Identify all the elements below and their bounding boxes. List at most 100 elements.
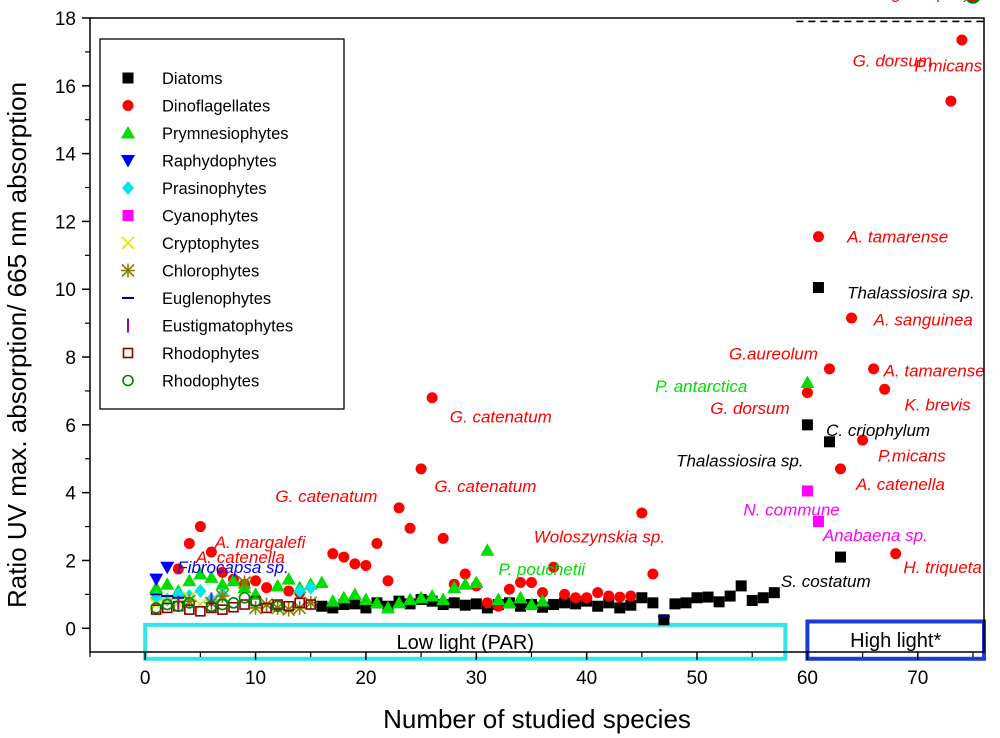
y-tick-label-0: 0 (65, 619, 76, 640)
data-point-7-7 (281, 602, 296, 617)
data-point-1-42 (812, 231, 824, 243)
data-point-1-49 (890, 548, 902, 560)
legend-marker-2 (121, 126, 135, 139)
data-point-10-7 (228, 601, 239, 613)
data-point-2-4 (193, 567, 208, 580)
annotation-17: Anabaena sp. (822, 526, 928, 545)
data-point-2-1 (160, 577, 175, 590)
data-point-1-0 (172, 563, 184, 575)
region-label-0: Low light (PAR) (397, 632, 534, 654)
legend-label-9: Eustigmatophytes (162, 318, 293, 336)
legend-marker-7 (121, 263, 135, 278)
legend-label-6: Cryptophytes (162, 235, 259, 253)
legend-label-0: Diatoms (162, 70, 223, 88)
data-point-0-21 (548, 599, 560, 611)
data-point-10-8 (239, 599, 250, 610)
x-tick-label-3: 30 (466, 668, 487, 689)
data-point-0-39 (746, 594, 758, 606)
data-point-0-18 (514, 600, 526, 612)
data-point-1-30 (537, 587, 549, 599)
data-point-0-22 (559, 597, 571, 609)
data-point-1-17 (393, 502, 405, 514)
data-point-0-41 (768, 587, 780, 599)
y-tick-label-1: 2 (65, 551, 76, 572)
region-box-0 (143, 622, 788, 661)
data-point-11-8 (249, 595, 262, 607)
data-point-0-32 (669, 598, 681, 610)
data-point-11-0 (150, 602, 163, 614)
legend-marker-4 (122, 181, 134, 195)
data-point-5-1 (812, 515, 824, 527)
annotation-20: G. catenatum (450, 407, 552, 426)
data-point-1-19 (415, 463, 427, 475)
data-point-0-29 (636, 592, 648, 604)
data-point-0-36 (713, 596, 725, 608)
legend-box (99, 38, 345, 410)
data-point-0-33 (680, 597, 692, 609)
data-point-0-4 (360, 602, 372, 614)
data-point-0-43 (812, 282, 824, 294)
annotation-27: P. pouchetii (498, 560, 586, 579)
legend-marker-0 (122, 72, 134, 84)
data-point-0-0 (316, 600, 328, 612)
annotation-13: P.micans (878, 446, 946, 465)
data-point-2-25 (436, 592, 451, 605)
data-point-10-3 (184, 604, 195, 615)
data-point-11-6 (227, 597, 240, 609)
data-point-0-40 (757, 592, 769, 604)
data-point-1-21 (437, 532, 449, 544)
y-tick-label-3: 6 (65, 416, 76, 437)
legend-marker-10 (122, 347, 134, 359)
data-point-1-50 (945, 95, 957, 107)
data-point-0-38 (735, 580, 747, 592)
annotation-5: Thalassiosira sp. (847, 284, 975, 303)
annotation-21: G. catenatum (275, 487, 377, 506)
legend-marker-11 (122, 374, 134, 387)
data-point-11-2 (172, 600, 185, 613)
annotation-2: G. dorsum (853, 51, 932, 70)
region-label-1: High light* (850, 630, 941, 652)
data-point-0-14 (470, 598, 482, 610)
data-point-2-6 (215, 577, 230, 590)
data-point-3-0 (149, 573, 164, 587)
data-point-3-1 (160, 561, 175, 575)
data-point-2-35 (800, 375, 815, 388)
data-point-1-40 (647, 568, 659, 580)
data-point-7-2 (215, 589, 230, 604)
data-point-1-41 (801, 387, 813, 399)
data-point-2-23 (414, 590, 429, 604)
data-point-1-20 (426, 392, 438, 404)
series-2 (149, 375, 815, 614)
data-point-0-1 (327, 602, 339, 614)
data-point-1-13 (349, 558, 361, 570)
data-point-0-23 (570, 598, 582, 610)
data-point-1-3 (205, 546, 217, 558)
legend: Diatoms Dinoflagellates Prymnesiophytes Rap… (99, 38, 345, 410)
data-point-1-32 (559, 588, 571, 600)
data-point-2-17 (347, 587, 362, 600)
y-axis-title: Ratio UV max. absorption/ 665 nm absorpt… (2, 82, 32, 608)
data-point-0-28 (625, 599, 637, 611)
data-point-2-26 (447, 580, 462, 594)
data-point-1-35 (592, 587, 604, 599)
data-point-2-29 (480, 543, 495, 556)
data-point-2-7 (226, 573, 241, 587)
data-point-0-45 (835, 551, 847, 563)
data-point-1-27 (503, 583, 515, 595)
data-points (149, 0, 980, 626)
data-point-1-43 (823, 363, 835, 375)
data-point-10-10 (261, 602, 272, 614)
legend-label-4: Prasinophytes (162, 180, 267, 198)
data-point-11-1 (161, 598, 174, 611)
data-point-2-3 (182, 573, 197, 587)
data-point-11-10 (966, 0, 980, 4)
legend-label-3: Raphydophytes (162, 153, 277, 171)
data-point-1-9 (283, 585, 295, 597)
data-point-2-15 (325, 594, 340, 607)
data-point-2-30 (491, 592, 506, 605)
data-point-1-31 (548, 561, 560, 573)
annotation-18: H. triqueta (903, 558, 981, 577)
legend-label-1: Dinoflagellates (162, 98, 270, 116)
data-point-4-8 (304, 580, 317, 595)
